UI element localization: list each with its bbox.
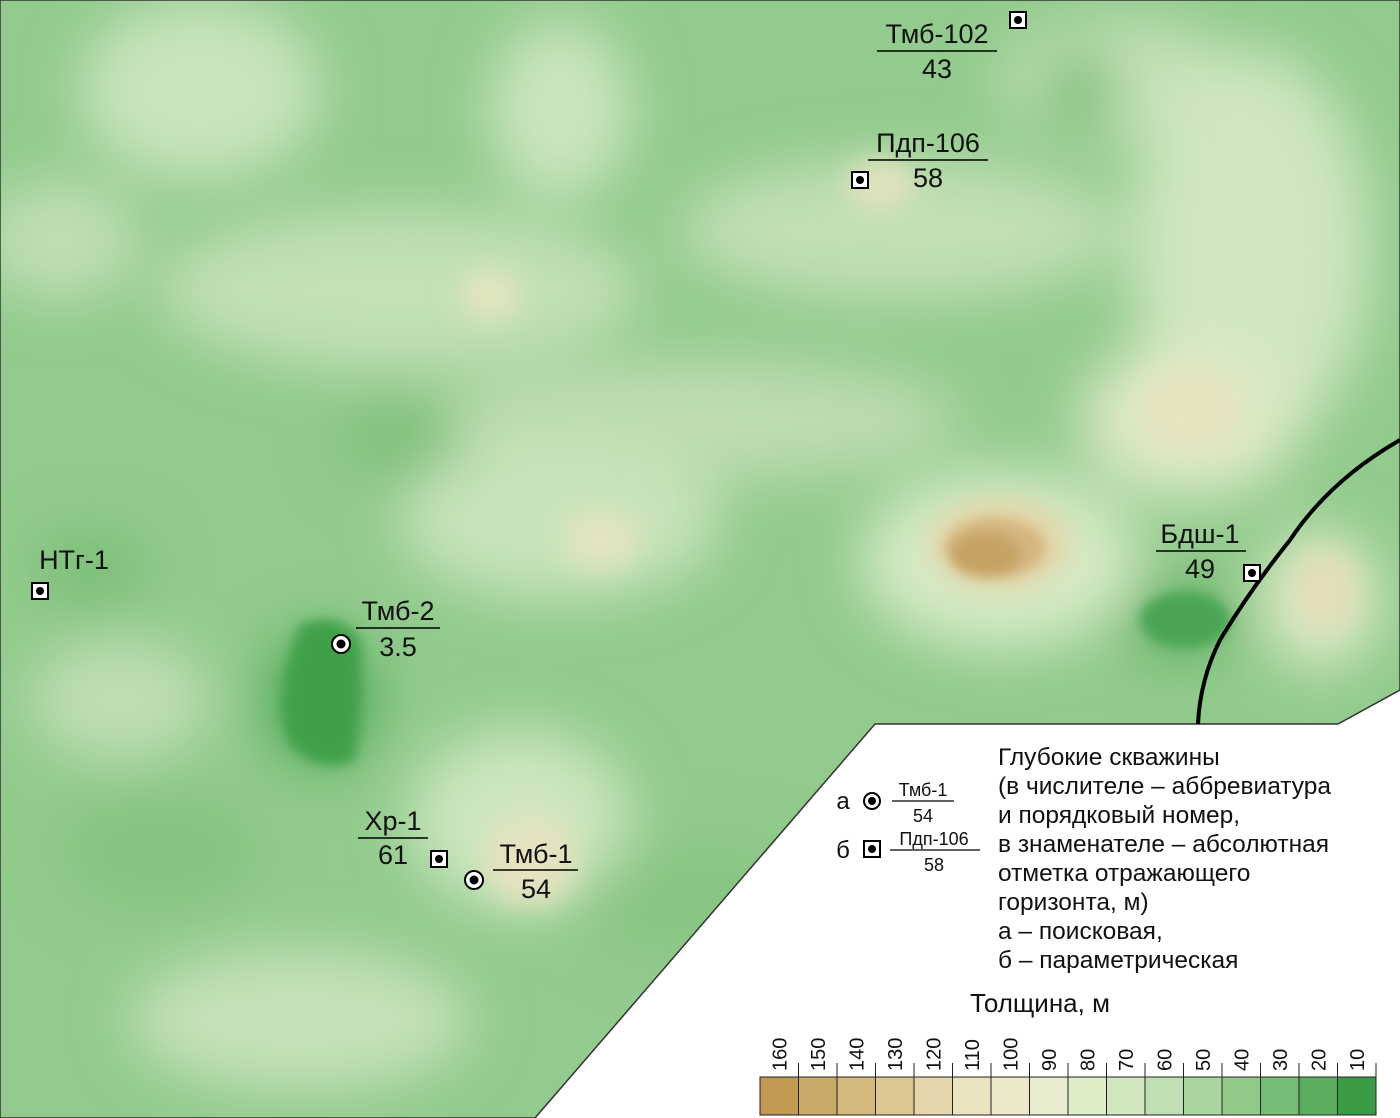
well-tmb-2[interactable]: Тмб-2 3.5 xyxy=(331,596,440,662)
scale-tick-label: 20 xyxy=(1308,1049,1330,1071)
well-pdp-106[interactable]: Пдп-106 58 xyxy=(851,128,988,193)
well-tmb-102[interactable]: Тмб-102 43 xyxy=(877,11,1027,84)
legend-line: Глубокие скважины xyxy=(998,744,1220,771)
scale-swatch xyxy=(913,1076,953,1116)
well-name: Тмб-1 xyxy=(499,839,572,869)
legend-letter-a: а xyxy=(836,788,850,815)
scale-tick-label: 100 xyxy=(1000,1038,1022,1071)
well-name: Хр-1 xyxy=(364,806,421,836)
scale-swatch xyxy=(1144,1076,1184,1116)
scale-swatch xyxy=(1067,1076,1107,1116)
scale-tick-label: 40 xyxy=(1231,1049,1253,1071)
scale-tick-label: 80 xyxy=(1077,1049,1099,1071)
legend-example-value: 58 xyxy=(924,855,944,875)
scale-tick-label: 50 xyxy=(1193,1049,1215,1071)
well-bdsh-1[interactable]: Бдш-1 49 xyxy=(1156,519,1261,584)
legend-letter-b: б xyxy=(836,837,850,864)
scale-tick-label: 10 xyxy=(1347,1049,1369,1071)
legend-line: горизонта, м) xyxy=(998,889,1149,916)
scale-tick-label: 90 xyxy=(1039,1049,1061,1071)
well-value: 54 xyxy=(521,874,551,904)
legend-line: б – параметрическая xyxy=(998,947,1239,974)
well-name: НТг-1 xyxy=(39,545,109,575)
legend-example-b: б Пдп-106 58 xyxy=(836,829,980,875)
well-value: 58 xyxy=(913,163,943,193)
scale-swatch xyxy=(1337,1076,1377,1116)
scale-tick-label: 60 xyxy=(1154,1049,1176,1071)
scale-swatch xyxy=(1298,1076,1338,1116)
scale-swatch xyxy=(990,1076,1030,1116)
legend-line: и порядковый номер, xyxy=(998,802,1241,829)
legend-example-value: 54 xyxy=(913,806,933,826)
scale-title: Толщина, м xyxy=(970,988,1110,1018)
legend-example-name: Пдп-106 xyxy=(899,829,968,849)
scale-swatch xyxy=(952,1076,992,1116)
scale-tick-label: 30 xyxy=(1270,1049,1292,1071)
legend-line: отметка отражающего xyxy=(998,860,1251,887)
well-name: Тмб-2 xyxy=(361,596,434,626)
scale-tick-label: 160 xyxy=(769,1038,791,1071)
scale-swatch xyxy=(1106,1076,1146,1116)
scale-swatch xyxy=(798,1076,838,1116)
well-name: Пдп-106 xyxy=(876,128,980,158)
legend-line: а – поисковая, xyxy=(998,918,1163,945)
well-hr-1[interactable]: Хр-1 61 xyxy=(358,806,448,870)
legend-example-name: Тмб-1 xyxy=(899,780,948,800)
well-tmb-1[interactable]: Тмб-1 54 xyxy=(464,839,578,904)
legend-line: (в числителе – аббревиатура xyxy=(998,773,1332,800)
scale-swatch xyxy=(1260,1076,1300,1116)
scale-swatch xyxy=(836,1076,876,1116)
well-name: Бдш-1 xyxy=(1160,519,1239,549)
scale-tick-label: 130 xyxy=(885,1038,907,1071)
thickness-color-scale: 160 150 140 130 120 110 100 90 80 70 60 50 40 30 20 10 xyxy=(759,1038,1377,1116)
scale-tick-label: 120 xyxy=(923,1038,945,1071)
scale-swatch xyxy=(875,1076,915,1116)
well-value: 61 xyxy=(378,840,408,870)
well-name: Тмб-102 xyxy=(885,19,988,49)
legend-example-a: а Тмб-1 54 xyxy=(836,780,954,826)
well-value: 43 xyxy=(922,54,952,84)
scale-tick-label: 140 xyxy=(846,1038,868,1071)
well-value: 3.5 xyxy=(379,632,417,662)
scale-swatch xyxy=(1221,1076,1261,1116)
scale-swatch xyxy=(1183,1076,1223,1116)
legend-text: Глубокие скважины (в числителе – аббреви… xyxy=(998,743,1398,975)
well-value: 49 xyxy=(1185,554,1215,584)
scale-tick-label: 70 xyxy=(1116,1049,1138,1071)
legend-line: в знаменателе – абсолютная xyxy=(998,831,1329,858)
boundary-line xyxy=(1196,438,1400,725)
scale-swatch xyxy=(759,1076,799,1116)
scale-swatch xyxy=(1029,1076,1069,1116)
well-ntg-1[interactable]: НТг-1 xyxy=(31,545,109,600)
scale-tick-label: 150 xyxy=(808,1038,830,1071)
scale-tick-label: 110 xyxy=(962,1039,984,1071)
